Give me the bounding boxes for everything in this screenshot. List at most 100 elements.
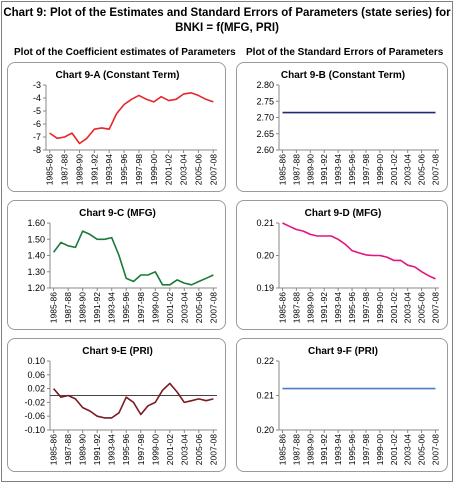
x-tick-label: 1995-96 (347, 292, 357, 323)
x-tick-label: 2001-02 (164, 154, 174, 185)
y-tick-label: -0.10 (24, 425, 45, 435)
x-tick-label: 1991-92 (89, 154, 99, 185)
chart-9c-series-line (52, 230, 214, 286)
y-tick-label: 2.80 (256, 80, 274, 90)
chart-9c-title: Chart 9-C (MFG) (79, 208, 156, 219)
x-tick-label: 1989-90 (74, 154, 84, 185)
x-tick-label: 2005-06 (417, 154, 427, 185)
y-tick-label: -3 (33, 80, 41, 90)
x-tick-label: 1991-92 (319, 434, 329, 465)
x-tick-label: 2005-06 (193, 154, 203, 185)
x-tick-label: 2001-02 (389, 292, 399, 323)
x-tick-label: 2003-04 (403, 434, 413, 465)
x-tick-label: 1999-00 (375, 434, 385, 465)
x-tick-label: 1999-00 (149, 154, 159, 185)
chart-9a-title: Chart 9-A (Constant Term) (56, 70, 180, 81)
y-tick-label: -4 (33, 93, 41, 103)
y-tick-label: -6 (33, 119, 41, 129)
x-tick-label: 1993-94 (104, 154, 114, 185)
x-tick-label: 1991-92 (319, 154, 329, 185)
main-title-line2: BNKI = f(MFG, PRI) (175, 22, 279, 34)
x-tick-label: 1997-98 (361, 292, 371, 323)
x-tick-label: 1997-98 (361, 154, 371, 185)
y-tick-label: 1.20 (27, 283, 45, 293)
x-tick-label: 2005-06 (417, 434, 427, 465)
y-tick-label: 0.06 (27, 370, 45, 380)
chart-9b-svg: Chart 9-B (Constant Term) 2.80 2.75 2.70 2.6… (256, 70, 441, 185)
y-tick-label: -0.02 (24, 397, 45, 407)
x-tick-label: 2001-02 (165, 292, 175, 323)
chart-9c-panel: Chart 9-C (MFG) 1.60 1.50 1.40 1.30 1.20 1985-… (7, 200, 226, 330)
x-tick-label: 1995-96 (119, 154, 129, 185)
x-tick-label: 1991-92 (92, 434, 102, 465)
x-tick-label: 1985-86 (277, 434, 287, 465)
chart-9b-panel: Chart 9-B (Constant Term) 2.80 2.75 2.70 2.6… (236, 62, 448, 192)
x-tick-label: 1999-00 (375, 292, 385, 323)
x-tick-label: 1999-00 (150, 434, 160, 465)
chart-9a-panel: Chart 9-A (Constant Term) -3 -4 -5 -6 -7 -8 198… (7, 62, 226, 192)
x-tick-label: 1997-98 (361, 434, 371, 465)
x-tick-label: 2003-04 (179, 434, 189, 465)
x-tick-label: 1989-90 (305, 292, 315, 323)
x-tick-label: 2001-02 (165, 434, 175, 465)
x-tick-label: 1993-94 (333, 292, 343, 323)
chart-9b-title: Chart 9-B (Constant Term) (281, 70, 405, 81)
y-tick-label: 0.10 (27, 356, 45, 366)
y-tick-label: 2.70 (256, 113, 274, 123)
y-tick-label: -0.06 (24, 411, 45, 421)
x-tick-label: 2003-04 (403, 154, 413, 185)
y-tick-label: 0.20 (256, 425, 274, 435)
x-tick-label: 1985-86 (277, 154, 287, 185)
main-title-line1: Chart 9: Plot of the Estimates and Stand… (3, 7, 451, 19)
x-tick-label: 2005-06 (417, 292, 427, 323)
x-tick-label: 1995-96 (347, 434, 357, 465)
y-tick-label: 2.60 (256, 145, 274, 155)
x-tick-label: 1991-92 (319, 292, 329, 323)
x-tick-label: 1991-92 (92, 292, 102, 323)
y-tick-label: 1.30 (27, 267, 45, 277)
x-tick-label: 1999-00 (375, 154, 385, 185)
x-tick-label: 1993-94 (107, 292, 117, 323)
x-tick-label: 1987-88 (291, 154, 301, 185)
y-tick-label: 0.02 (27, 384, 45, 394)
y-tick-label: 1.60 (27, 218, 45, 228)
x-tick-label: 1997-98 (136, 434, 146, 465)
chart-9e-svg: Chart 9-E (PRI) 0.10 0.06 0.02 -0.02 -0.06 -0.… (24, 346, 218, 465)
x-tick-label: 2005-06 (194, 434, 204, 465)
x-tick-label: 1987-88 (291, 292, 301, 323)
chart-9a-series-line (49, 91, 214, 145)
x-tick-label: 2007-08 (208, 434, 218, 465)
x-tick-label: 2007-08 (431, 434, 441, 465)
x-tick-label: 2005-06 (194, 292, 204, 323)
chart-9e-title: Chart 9-E (PRI) (82, 346, 153, 357)
x-tick-label: 1995-96 (347, 154, 357, 185)
y-tick-label: 2.65 (256, 129, 274, 139)
y-tick-label: 1.40 (27, 251, 45, 261)
x-tick-label: 1989-90 (78, 292, 88, 323)
x-tick-label: 1993-94 (333, 154, 343, 185)
y-tick-label: -8 (33, 145, 41, 155)
right-column-heading: Plot of the Standard Errors of Parameter… (246, 47, 444, 58)
y-tick-label: 0.20 (256, 251, 274, 261)
x-tick-label: 1999-00 (150, 292, 160, 323)
chart-9f-title: Chart 9-F (PRI) (308, 346, 378, 357)
x-tick-label: 1993-94 (333, 434, 343, 465)
x-tick-label: 2007-08 (431, 292, 441, 323)
x-tick-label: 1987-88 (291, 434, 301, 465)
chart-9f-panel: Chart 9-F (PRI) 0.22 0.21 0.20 1985-86 1987-8… (236, 338, 448, 472)
x-tick-label: 2001-02 (389, 154, 399, 185)
x-tick-label: 2003-04 (179, 154, 189, 185)
chart-9c-svg: Chart 9-C (MFG) 1.60 1.50 1.40 1.30 1.20 1985-… (27, 208, 218, 323)
x-tick-label: 1989-90 (78, 434, 88, 465)
x-tick-label: 1997-98 (134, 154, 144, 185)
x-tick-label: 2007-08 (431, 154, 441, 185)
y-tick-label: 0.19 (256, 283, 274, 293)
x-tick-label: 1985-86 (45, 154, 55, 185)
x-tick-label: 2003-04 (403, 292, 413, 323)
chart-9d-title: Chart 9-D (MFG) (305, 208, 382, 219)
y-tick-label: -5 (33, 106, 41, 116)
y-tick-label: 0.21 (256, 391, 274, 401)
